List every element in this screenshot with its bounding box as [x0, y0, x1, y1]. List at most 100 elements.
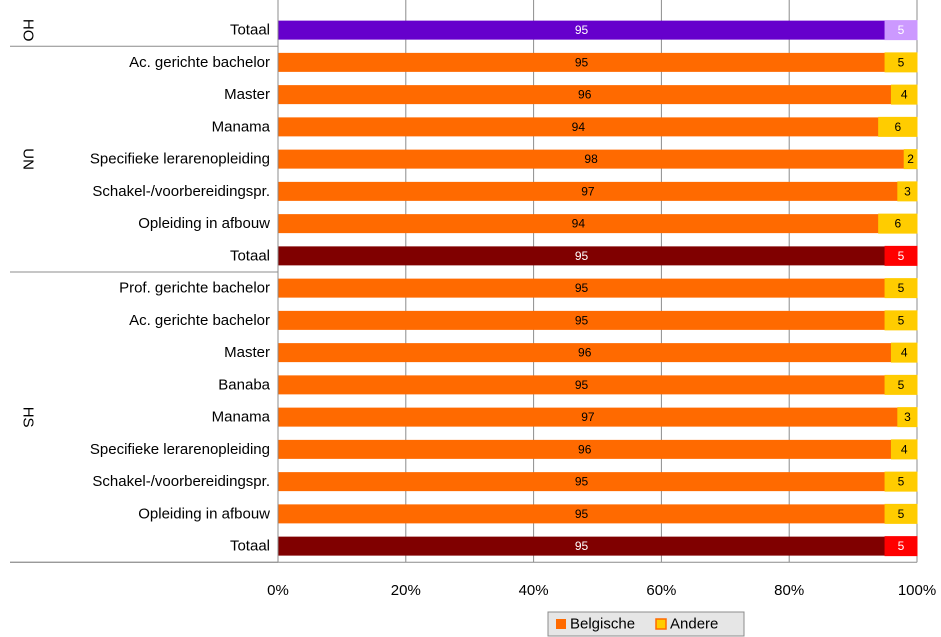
data-label: 5: [898, 249, 905, 263]
data-label: 95: [575, 475, 589, 489]
category-label: Master: [224, 344, 270, 361]
legend-box: [547, 611, 745, 637]
data-label: 96: [578, 88, 592, 102]
bar-andere: [884, 536, 918, 557]
category-label: Opleiding in afbouw: [138, 505, 270, 522]
data-label: 95: [575, 313, 589, 327]
data-label: 95: [575, 249, 589, 263]
bar-belgische: [278, 375, 886, 395]
category-label: Schakel-/voorbereidingspr.: [92, 473, 270, 490]
bar-andere: [884, 20, 918, 41]
data-label: 3: [904, 410, 911, 424]
data-label: 95: [575, 55, 589, 69]
data-label: 95: [575, 378, 589, 392]
data-label: 2: [907, 152, 914, 166]
legend-label: Andere: [670, 616, 718, 633]
data-label: 4: [901, 442, 908, 456]
x-tick-label: 0%: [267, 582, 289, 599]
bar-belgische: [278, 214, 879, 234]
category-label: Ac. gerichte bachelor: [129, 312, 270, 329]
x-tick-label: 20%: [391, 582, 421, 599]
x-tick-label: 40%: [519, 582, 549, 599]
group-label: UN: [20, 148, 37, 170]
x-tick-label: 80%: [774, 582, 804, 599]
category-label: Prof. gerichte bachelor: [119, 280, 270, 297]
data-label: 94: [572, 217, 586, 231]
category-label: Manama: [212, 409, 271, 426]
data-label: 96: [578, 442, 592, 456]
legend-label: Belgische: [570, 616, 635, 633]
category-label: Manama: [212, 118, 271, 135]
bar-belgische: [278, 85, 892, 105]
category-label: Totaal: [230, 247, 270, 264]
category-label: Master: [224, 86, 270, 103]
group-label: HS: [20, 407, 37, 428]
bar-andere: [884, 374, 918, 395]
data-label: 98: [584, 152, 598, 166]
category-label: Banaba: [218, 376, 270, 393]
data-label: 5: [898, 378, 905, 392]
bar-belgische: [278, 278, 886, 298]
bar-andere: [878, 213, 918, 234]
bar-belgische: [278, 472, 886, 492]
bar-andere: [884, 310, 918, 331]
category-label: Opleiding in afbouw: [138, 215, 270, 232]
group-label: HO: [20, 19, 37, 42]
bar-andere: [897, 407, 918, 428]
legend-swatch-belgische: [556, 619, 566, 629]
x-tick-label: 60%: [646, 582, 676, 599]
data-label: 4: [901, 346, 908, 360]
data-label: 6: [894, 217, 901, 231]
bar-belgische: [278, 407, 898, 427]
bar-andere: [897, 181, 918, 202]
bar-andere: [890, 84, 918, 105]
data-label: 5: [898, 23, 905, 37]
bar-belgische: [278, 52, 886, 72]
category-label: Specifieke lerarenopleiding: [90, 151, 270, 168]
bar-andere: [884, 503, 918, 524]
data-label: 5: [898, 55, 905, 69]
data-label: 95: [575, 281, 589, 295]
data-label: 96: [578, 346, 592, 360]
category-label: Ac. gerichte bachelor: [129, 54, 270, 71]
data-label: 94: [572, 120, 586, 134]
data-label: 6: [894, 120, 901, 134]
data-label: 95: [575, 23, 589, 37]
category-label: Specifieke lerarenopleiding: [90, 441, 270, 458]
bar-andere: [903, 149, 918, 170]
data-label: 5: [898, 507, 905, 521]
bar-belgische: [278, 117, 879, 137]
data-label: 97: [581, 184, 595, 198]
legend-swatch-andere: [655, 618, 667, 630]
bar-belgische: [278, 504, 886, 524]
bar-belgische: [278, 20, 886, 40]
data-label: 5: [898, 313, 905, 327]
bar-belgische: [278, 343, 892, 363]
bar-andere: [878, 116, 918, 137]
bar-belgische: [278, 181, 898, 201]
bar-andere: [884, 245, 918, 266]
bar-andere: [884, 471, 918, 492]
data-label: 5: [898, 281, 905, 295]
data-label: 95: [575, 539, 589, 553]
bar-andere: [884, 278, 918, 299]
bar-belgische: [278, 149, 905, 169]
data-label: 4: [901, 88, 908, 102]
bar-andere: [884, 52, 918, 73]
data-label: 97: [581, 410, 595, 424]
data-label: 5: [898, 475, 905, 489]
category-label: Totaal: [230, 22, 270, 39]
data-label: 5: [898, 539, 905, 553]
x-tick-label: 100%: [898, 582, 936, 599]
bar-belgische: [278, 310, 886, 330]
bar-belgische: [278, 536, 886, 556]
data-label: 3: [904, 184, 911, 198]
bar-andere: [890, 342, 918, 363]
category-label: Totaal: [230, 538, 270, 555]
data-label: 95: [575, 507, 589, 521]
bar-belgische: [278, 439, 892, 459]
category-label: Schakel-/voorbereidingspr.: [92, 183, 270, 200]
bar-andere: [890, 439, 918, 460]
bar-belgische: [278, 246, 886, 266]
